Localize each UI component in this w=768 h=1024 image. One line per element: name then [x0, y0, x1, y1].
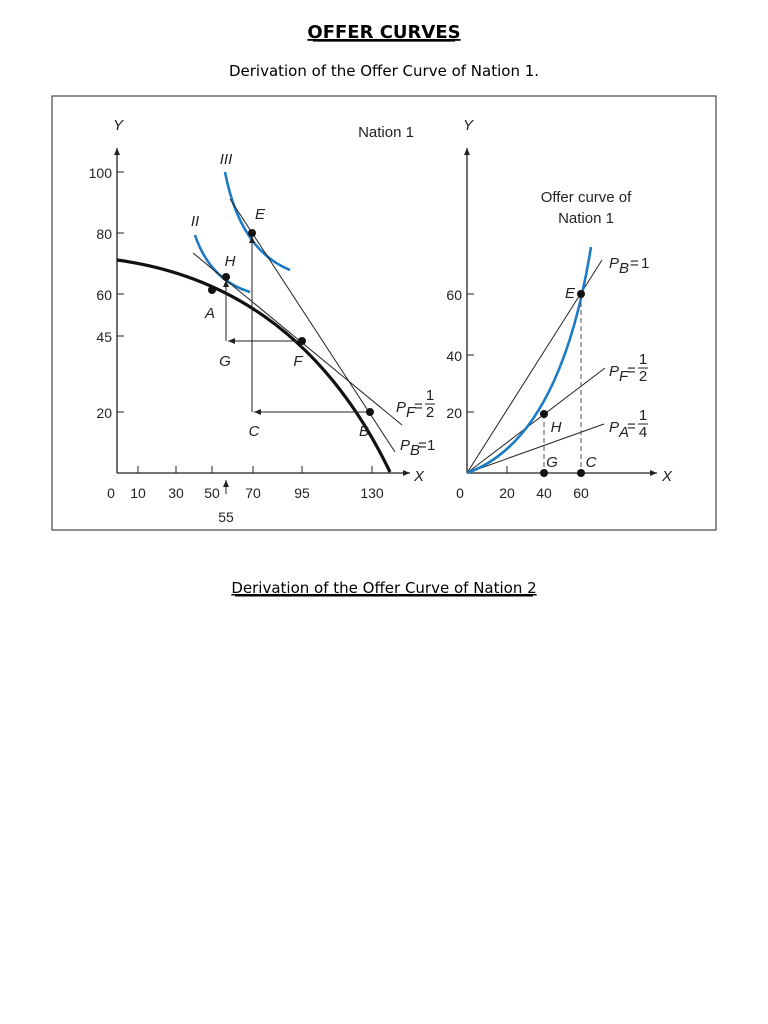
price-eq: = — [627, 362, 636, 379]
price-label: P B = 1 — [400, 437, 435, 459]
indifference-curve — [223, 171, 291, 272]
price-label: P A = 1 4 — [609, 407, 648, 441]
point-label: E — [565, 285, 576, 302]
x-label: X — [661, 468, 673, 485]
right-panel: Y X 60 40 20 0 20 40 60 Offer curve of N… — [446, 117, 673, 501]
fraction-den: 2 — [426, 404, 434, 421]
fraction-den: 4 — [639, 424, 647, 441]
price-eq: = — [627, 418, 636, 435]
x-tick-label: 0 — [107, 485, 115, 501]
x-tick-label: 0 — [456, 485, 464, 501]
price-symbol: P — [609, 255, 619, 272]
point-label: F — [293, 353, 303, 370]
y-label: Y — [113, 117, 124, 134]
point-label: B — [359, 423, 369, 440]
price-subscript: A — [618, 424, 629, 441]
x-tick-label: 30 — [168, 485, 184, 501]
y-ticks: 100 80 60 45 20 — [89, 165, 124, 421]
price-symbol: P — [396, 399, 406, 416]
point — [577, 290, 585, 298]
price-symbol: P — [400, 437, 410, 454]
point — [540, 410, 548, 418]
y-tick-label: 20 — [96, 405, 112, 421]
fraction-num: 1 — [426, 387, 434, 404]
price-symbol: P — [609, 419, 619, 436]
point — [208, 286, 216, 294]
x-tick-label: 70 — [245, 485, 261, 501]
price-label: P F = 1 2 — [609, 351, 648, 385]
price-eq: = — [418, 437, 427, 454]
x-tick-label: 95 — [294, 485, 310, 501]
x-ticks: 0 10 30 50 70 95 130 55 — [107, 466, 384, 525]
point-label: C — [586, 454, 597, 471]
price-label: P F = 1 2 — [396, 387, 435, 421]
x-tick-label: 55 — [218, 509, 234, 525]
y-tick-label: 60 — [96, 287, 112, 303]
price-subscript: B — [410, 442, 420, 459]
curve-label: III — [220, 151, 233, 168]
curve-label: Offer curve of — [541, 189, 632, 206]
price-value: 1 — [427, 437, 435, 454]
point — [298, 337, 306, 345]
subtitle: Derivation of the Offer Curve of Nation … — [229, 62, 539, 80]
point — [248, 229, 256, 237]
fraction-num: 1 — [639, 407, 647, 424]
point-label: G — [219, 353, 231, 370]
panel-title: Nation 1 — [358, 124, 414, 141]
point-label: A — [204, 305, 215, 322]
point-label: C — [249, 423, 260, 440]
figure-frame — [51, 95, 717, 531]
price-eq: = — [414, 398, 423, 415]
curve-label: II — [191, 213, 199, 230]
point — [577, 469, 585, 477]
point — [366, 408, 374, 416]
left-panel: Y X Nation 1 100 80 60 45 20 0 10 30 50 … — [89, 117, 436, 525]
x-tick-label: 60 — [573, 485, 589, 501]
point-label: E — [255, 206, 266, 223]
x-tick-label: 10 — [130, 485, 146, 501]
price-label: P B = 1 — [609, 255, 649, 277]
y-tick-label: 100 — [89, 165, 113, 181]
y-tick-label: 80 — [96, 226, 112, 242]
x-tick-label: 40 — [536, 485, 552, 501]
price-eq: = — [630, 255, 639, 272]
fraction-num: 1 — [639, 351, 647, 368]
fraction-den: 2 — [639, 368, 647, 385]
price-subscript: F — [619, 368, 629, 385]
curve-label: Nation 1 — [558, 210, 614, 227]
price-line — [466, 367, 606, 474]
x-tick-label: 130 — [360, 485, 384, 501]
price-symbol: P — [609, 363, 619, 380]
doc-title: OFFER CURVES — [307, 22, 460, 43]
point-label: G — [546, 454, 558, 471]
y-tick-label: 45 — [96, 329, 112, 345]
y-label: Y — [463, 117, 474, 134]
section-title: Derivation of the Offer Curve of Nation … — [231, 579, 536, 597]
y-tick-label: 40 — [446, 348, 462, 364]
point — [222, 273, 230, 281]
x-tick-label: 20 — [499, 485, 515, 501]
y-tick-label: 20 — [446, 405, 462, 421]
price-subscript: F — [406, 404, 416, 421]
point — [540, 469, 548, 477]
x-tick-label: 50 — [204, 485, 220, 501]
production-frontier — [116, 258, 392, 473]
point-label: H — [225, 253, 236, 270]
point-label: H — [551, 419, 562, 436]
price-value: 1 — [641, 255, 649, 272]
price-subscript: B — [619, 260, 629, 277]
x-label: X — [413, 468, 425, 485]
y-tick-label: 60 — [446, 287, 462, 303]
